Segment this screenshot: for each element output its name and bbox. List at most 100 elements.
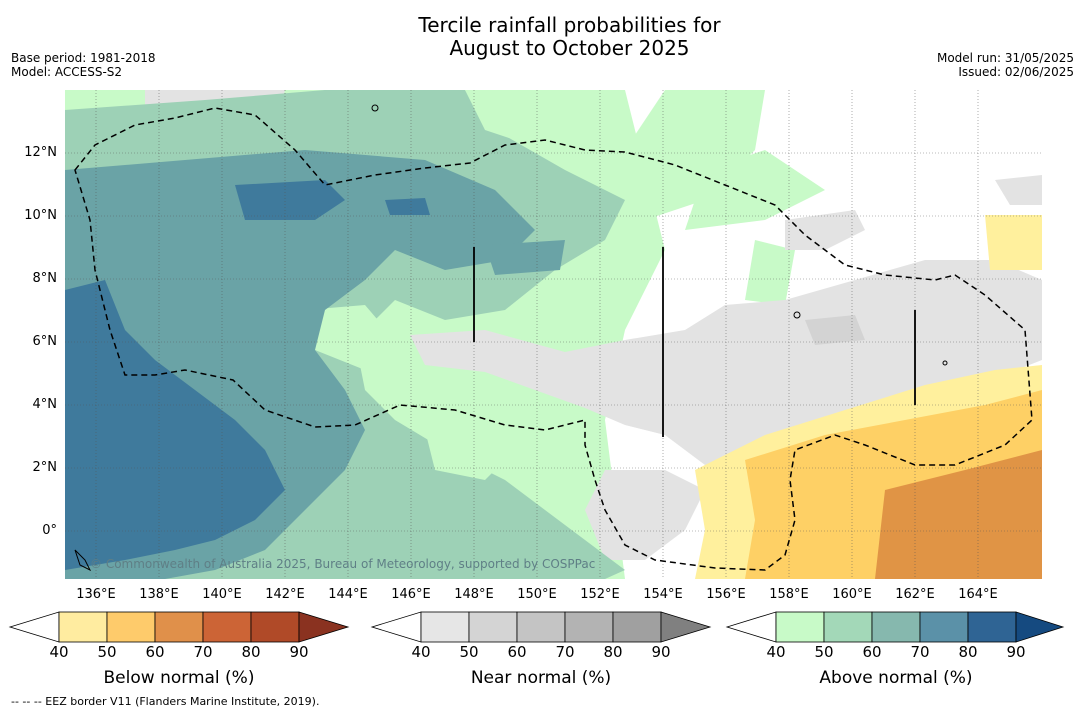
copyright-credit: © Commonwealth of Australia 2025, Bureau… <box>90 557 596 571</box>
lon-label-140e: 140°E <box>202 587 242 602</box>
above-70-region-small <box>385 198 430 215</box>
near-normal-40-region-south <box>585 470 705 560</box>
cb-near-segment-1 <box>420 611 470 643</box>
cb-above-segment-3 <box>871 611 921 643</box>
cb-above-tick-50: 50 <box>814 643 834 661</box>
near-normal-50-region <box>805 315 865 345</box>
lon-label-150e: 150°E <box>517 587 557 602</box>
cb-below-title: Below normal (%) <box>103 668 255 688</box>
cb-below-tick-40: 40 <box>49 643 69 661</box>
cb-near-tick-60: 60 <box>507 643 527 661</box>
lon-label-152e: 152°E <box>580 587 620 602</box>
cb-near-segment-4 <box>564 611 614 643</box>
model-run-label: Model run: 31/05/2025 <box>936 51 1074 65</box>
lat-label-4n: 4°N <box>32 397 58 412</box>
cb-near-segment-5 <box>612 611 662 643</box>
colorbar-above-graphic <box>725 611 1065 643</box>
lon-label-164e: 164°E <box>958 587 998 602</box>
cb-above-segment-1 <box>775 611 825 643</box>
colorbar-near-graphic <box>370 611 712 643</box>
lon-label-156e: 156°E <box>706 587 746 602</box>
lat-label-2n: 2°N <box>32 460 58 475</box>
map-canvas <box>65 90 1042 579</box>
above-40-region-inset <box>305 305 395 370</box>
cb-above-segment-2 <box>823 611 873 643</box>
cb-below-tick-60: 60 <box>145 643 165 661</box>
above-70-region-north <box>235 180 345 220</box>
lat-label-10n: 10°N <box>24 208 57 223</box>
lon-label-136e: 136°E <box>76 587 116 602</box>
cb-above-tick-40: 40 <box>766 643 786 661</box>
lon-label-142e: 142°E <box>265 587 305 602</box>
cb-above-segment-4 <box>919 611 969 643</box>
cb-above-title: Above normal (%) <box>819 668 973 688</box>
cb-near-high-extend <box>660 611 712 643</box>
cb-near-segment-2 <box>468 611 518 643</box>
cb-near-tick-50: 50 <box>459 643 479 661</box>
cb-below-tick-50: 50 <box>97 643 117 661</box>
cb-below-segment-4 <box>202 611 252 643</box>
eez-border <box>74 107 1033 571</box>
near-normal-40-region-mid <box>785 210 865 250</box>
boundary-lines <box>473 247 916 437</box>
near-normal-40-region-ne <box>995 175 1042 205</box>
colorbar-above-normal <box>725 611 1067 643</box>
lon-label-146e: 146°E <box>391 587 431 602</box>
lon-label-148e: 148°E <box>454 587 494 602</box>
cb-near-tick-40: 40 <box>411 643 431 661</box>
colorbar-below-graphic <box>8 611 350 643</box>
cb-above-low-extend <box>725 611 777 643</box>
cb-above-tick-90: 90 <box>1006 643 1026 661</box>
cb-near-tick-70: 70 <box>555 643 575 661</box>
cb-near-segment-3 <box>516 611 566 643</box>
above-40-region-inset-2 <box>425 420 515 480</box>
model-label: Model: ACCESS-S2 <box>11 65 123 79</box>
cb-near-tick-90: 90 <box>651 643 671 661</box>
cb-below-tick-80: 80 <box>241 643 261 661</box>
above-70-region <box>65 280 285 570</box>
cb-above-tick-60: 60 <box>862 643 882 661</box>
cb-below-segment-1 <box>58 611 108 643</box>
cb-above-tick-70: 70 <box>910 643 930 661</box>
above-40-region-north <box>625 90 765 220</box>
cb-below-segment-3 <box>154 611 204 643</box>
meta-right: Model run: 31/05/2025 Issued: 02/06/2025 <box>937 51 1074 79</box>
eez-footnote: -- -- -- EEZ border V11 (Flanders Marine… <box>11 695 320 708</box>
cb-below-high-extend <box>298 611 350 643</box>
graticule <box>65 90 1042 579</box>
title-line-1: Tercile rainfall probabilities for <box>418 13 721 37</box>
cb-near-title: Near normal (%) <box>470 668 612 688</box>
lon-label-154e: 154°E <box>643 587 683 602</box>
lat-label-12n: 12°N <box>24 145 57 160</box>
cb-below-segment-2 <box>106 611 156 643</box>
lon-label-162e: 162°E <box>895 587 935 602</box>
above-60-region-east <box>485 240 565 275</box>
issued-label: Issued: 02/06/2025 <box>958 65 1074 79</box>
colorbar-near-normal <box>370 611 712 643</box>
cb-above-tick-80: 80 <box>958 643 978 661</box>
cb-above-segment-5 <box>967 611 1017 643</box>
colorbar-below-normal <box>8 611 350 643</box>
lon-label-138e: 138°E <box>139 587 179 602</box>
lat-label-0: 0° <box>42 523 57 538</box>
cb-below-tick-70: 70 <box>193 643 213 661</box>
cb-above-high-extend <box>1015 611 1065 643</box>
lat-label-6n: 6°N <box>32 334 58 349</box>
lon-label-144e: 144°E <box>328 587 368 602</box>
rainfall-probability-map <box>65 90 1042 579</box>
cb-below-segment-5 <box>250 611 300 643</box>
base-period-label: Base period: 1981-2018 <box>11 51 156 65</box>
lon-label-160e: 160°E <box>832 587 872 602</box>
above-40-region-central <box>685 150 825 230</box>
cb-near-low-extend <box>370 611 422 643</box>
cb-below-low-extend <box>8 611 60 643</box>
below-60-region <box>875 450 1042 579</box>
above-40-region-small <box>745 240 795 305</box>
cb-near-tick-80: 80 <box>603 643 623 661</box>
lat-label-8n: 8°N <box>32 271 58 286</box>
lon-label-158e: 158°E <box>769 587 809 602</box>
above-40-region-top <box>465 90 605 150</box>
meta-left: Base period: 1981-2018 Model: ACCESS-S2 <box>11 51 156 79</box>
below-40-region-ne <box>985 215 1042 270</box>
islands <box>74 104 948 572</box>
